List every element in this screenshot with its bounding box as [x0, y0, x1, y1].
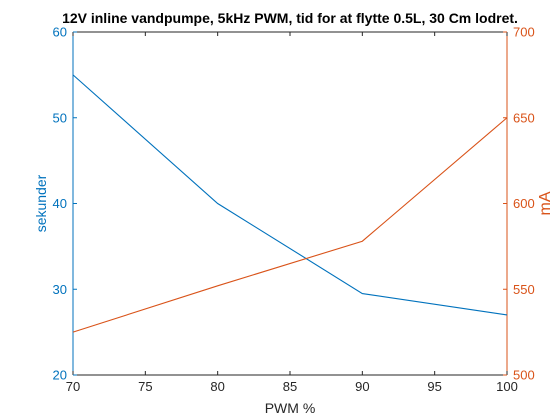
y-left-tick-label: 50 — [53, 110, 67, 125]
x-tick-label: 95 — [427, 379, 441, 394]
y-left-tick-label: 20 — [53, 368, 67, 383]
y-left-tick-label: 30 — [53, 282, 67, 297]
axes: 70 75 80 85 90 95 100 20 30 40 50 60 500 550 600 650 700 — [53, 25, 535, 395]
y-left-tick-label: 40 — [53, 196, 67, 211]
x-tick-label: 75 — [138, 379, 152, 394]
x-tick-label: 85 — [283, 379, 297, 394]
plot-area — [73, 32, 507, 375]
y-right-tick-label: 550 — [513, 282, 535, 297]
y-right-tick-label: 700 — [513, 25, 535, 40]
y-axis-left-label: sekunder — [33, 174, 49, 232]
x-axis-label: PWM % — [265, 400, 316, 416]
series-line-left — [72, 74, 508, 316]
y-left-tick-label: 60 — [53, 25, 67, 40]
chart-title: 12V inline vandpumpe, 5kHz PWM, tid for … — [62, 10, 518, 26]
y-axis-right-label: mA — [537, 191, 554, 215]
x-tick-label: 90 — [355, 379, 369, 394]
x-tick-label: 80 — [210, 379, 224, 394]
series-group — [72, 74, 508, 333]
x-tick-label: 70 — [66, 379, 80, 394]
x-tick-label: 100 — [496, 379, 518, 394]
series-line-right — [72, 117, 508, 333]
y-right-tick-label: 600 — [513, 196, 535, 211]
y-right-tick-label: 650 — [513, 110, 535, 125]
y-right-tick-label: 500 — [513, 368, 535, 383]
